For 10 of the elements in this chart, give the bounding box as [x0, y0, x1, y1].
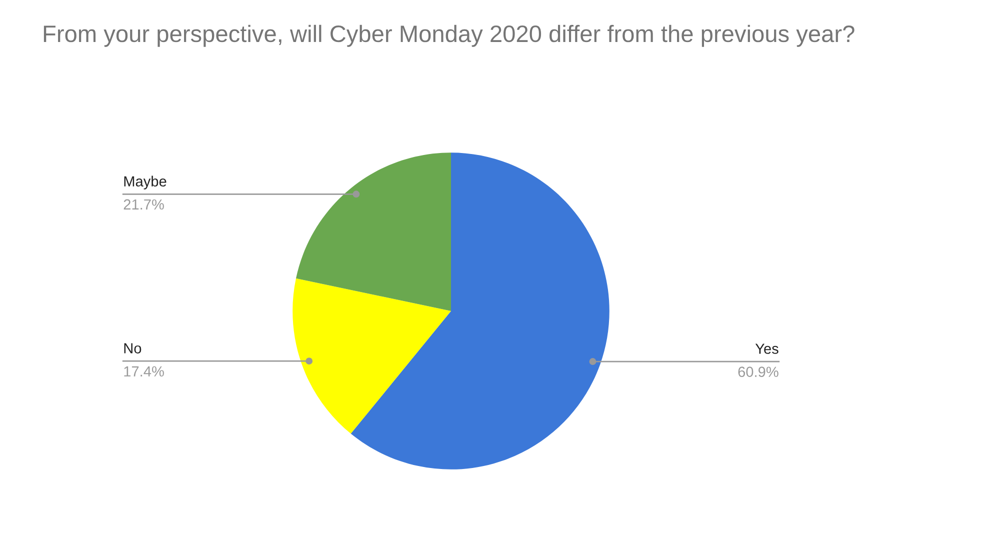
slice-label: Yes: [755, 344, 778, 354]
data-label: 17.4%: [124, 366, 164, 376]
slice-label: Maybe: [124, 176, 166, 190]
slice-label: No: [124, 343, 142, 354]
pie-slice: [292, 278, 451, 434]
pie-slice: [296, 152, 451, 311]
chart-title: From your perspective, will Cyber Monday 2020 differ from the previous year?: [44, 24, 854, 47]
data-label: 60.9%: [738, 366, 778, 377]
data-label: 21.7%: [124, 199, 164, 210]
pie-slice: [350, 152, 610, 470]
